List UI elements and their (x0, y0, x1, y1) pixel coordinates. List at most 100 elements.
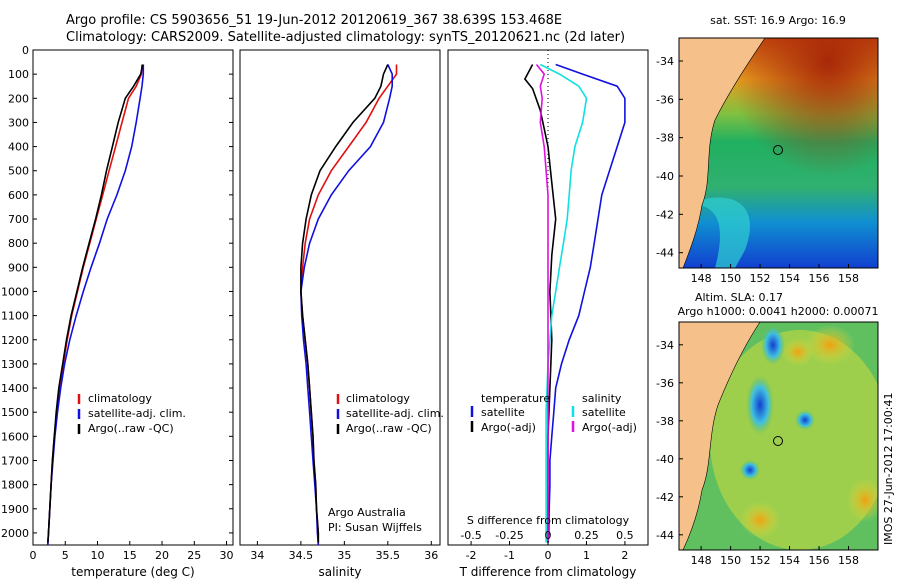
sla-x-ticks: 148 150 152 154 156 158 (691, 546, 859, 567)
sla-cold-eddy-1 (761, 325, 785, 365)
y-tick-label: -42 (656, 491, 674, 504)
x-tick-label: 36 (424, 549, 438, 562)
sla-y-ticks: -34 -36 -38 -40 -42 -44 (656, 339, 683, 542)
sla-cold-eddy-4 (740, 460, 760, 480)
x-tick-label: 158 (838, 554, 859, 567)
temperature-xlabel: temperature (deg C) (71, 565, 194, 579)
y-tick-label: 1400 (1, 382, 29, 395)
sla-cold-eddy-2 (746, 375, 774, 435)
legend-label-satellite: satellite-adj. clim. (88, 407, 186, 420)
sla-land (679, 322, 761, 550)
y-tick-label: 1900 (1, 503, 29, 516)
salinity-axes (239, 49, 441, 546)
x-tick-label: -1 (504, 549, 515, 562)
sla-warm-eddy-3 (740, 502, 780, 538)
y-tick-label: -34 (656, 55, 674, 68)
x-tick-label: 150 (720, 554, 741, 567)
y-tick-label: -40 (656, 453, 674, 466)
x2-tick-label: 0 (545, 529, 552, 542)
x-tick-label: 0 (30, 549, 37, 562)
difference-legend: temperature satellite Argo(-adj) salinit… (470, 392, 637, 434)
difference-x2label: S difference from climatology (467, 514, 630, 527)
legend-label-t-argo: Argo(-adj) (481, 421, 536, 434)
sla-cold-eddy-3 (795, 410, 815, 430)
legend-label-argo: Argo(..raw -QC) (346, 422, 432, 435)
header-line-2: Climatology: CARS2009. Satellite-adjuste… (66, 30, 625, 45)
temperature-x-ticks: 0 5 10 15 20 25 30 (30, 541, 234, 562)
legend-label-satellite: satellite-adj. clim. (346, 407, 444, 420)
salinity-legend: climatology satellite-adj. clim. Argo(..… (336, 392, 444, 435)
sst-x-ticks: 148 150 152 154 156 158 (691, 264, 859, 285)
series-line-3 (535, 63, 549, 543)
sla-map-title-2: Argo h1000: 0.0041 h2000: 0.00071 (678, 305, 879, 318)
sla-warm-eddy-1 (805, 325, 855, 365)
legend-title-temperature: temperature (481, 392, 550, 405)
y-tick-label: -42 (656, 208, 674, 221)
x-tick-label: 25 (187, 549, 201, 562)
y-tick-label: 1000 (1, 285, 29, 298)
x-tick-label: 154 (779, 554, 800, 567)
x-tick-label: 148 (691, 272, 712, 285)
temperature-panel: 0 5 10 15 20 25 30 010020030040050060070080090… (1, 44, 648, 579)
difference-panel: -2 -1 0 1 2 -0.5 -0.25 0 0.25 0.5 S difference fr… (447, 49, 649, 579)
y-tick-label: 400 (8, 141, 29, 154)
sla-map-panel: Altim. SLA: 0.17 Argo h1000: 0.0041 h200… (656, 291, 879, 567)
salinity-lines (300, 64, 398, 546)
x-tick-label: 30 (220, 549, 234, 562)
legend-label-s-satellite: satellite (582, 406, 626, 419)
annotation-pi: PI: Susan Wijffels (328, 521, 422, 534)
salinity-panel: 34 34.5 35 35.5 36 salinity climatology sate… (239, 49, 444, 579)
x-tick-label: 156 (809, 272, 830, 285)
x-tick-label: 10 (91, 549, 105, 562)
y-tick-label: 900 (8, 261, 29, 274)
y-tick-label: -38 (656, 415, 674, 428)
x2-tick-label: -0.5 (460, 529, 481, 542)
series-line-0 (547, 63, 626, 543)
x-tick-label: 34 (250, 549, 264, 562)
x-tick-label: 156 (809, 554, 830, 567)
legend-label-climatology: climatology (88, 392, 152, 405)
sla-map-title-1: Altim. SLA: 0.17 (695, 291, 783, 304)
x-tick-label: 35 (337, 549, 351, 562)
temperature-legend: climatology satellite-adj. clim. Argo(..… (77, 392, 186, 435)
sla-map-frame (678, 321, 879, 551)
sst-map-title: sat. SST: 16.9 Argo: 16.9 (710, 14, 846, 27)
y-tick-label: 300 (8, 116, 29, 129)
header-line-1: Argo profile: CS 5903656_51 19-Jun-2012 … (66, 13, 562, 28)
y-tick-label: -36 (656, 377, 674, 390)
salinity-xlabel: salinity (318, 565, 361, 579)
y-tick-label: 1700 (1, 454, 29, 467)
y-tick-label: 500 (8, 165, 29, 178)
x-tick-label: 1 (583, 549, 590, 562)
x-tick-label: 34.5 (289, 549, 314, 562)
series-line-2 (47, 64, 144, 543)
x-tick-label: 2 (621, 549, 628, 562)
sst-map-frame (678, 37, 879, 269)
salinity-x-ticks: 34 34.5 35 35.5 36 (250, 541, 438, 562)
y-tick-label: 800 (8, 237, 29, 250)
y-tick-label: -36 (656, 93, 674, 106)
credit-stamp: IMOS 27-Jun-2012 17:00:41 (882, 392, 895, 545)
x-tick-label: 35.5 (376, 549, 401, 562)
sst-y-ticks: -34 -36 -38 -40 -42 -44 (656, 55, 683, 260)
x-tick-label: 5 (62, 549, 69, 562)
y-tick-label: -38 (656, 132, 674, 145)
x-tick-label: 0 (545, 549, 552, 562)
y-tick-label: 1600 (1, 430, 29, 443)
x-tick-label: -2 (466, 549, 477, 562)
x-tick-label: 148 (691, 554, 712, 567)
sst-land (679, 38, 766, 268)
sla-warm-eddy-4 (847, 478, 878, 522)
difference-x-ticks: -2 -1 0 1 2 -0.5 -0.25 0 0.25 0.5 (460, 529, 633, 562)
legend-label-argo: Argo(..raw -QC) (88, 422, 174, 435)
legend-label-s-argo: Argo(-adj) (582, 421, 637, 434)
temperature-lines (47, 64, 145, 546)
legend-title-salinity: salinity (582, 392, 622, 405)
x-tick-label: 154 (779, 272, 800, 285)
x-tick-label: 152 (750, 272, 771, 285)
y-tick-label: 200 (8, 92, 29, 105)
temperature-axes (32, 49, 234, 546)
argo-position-marker (773, 145, 783, 155)
y-tick-label: 100 (8, 68, 29, 81)
